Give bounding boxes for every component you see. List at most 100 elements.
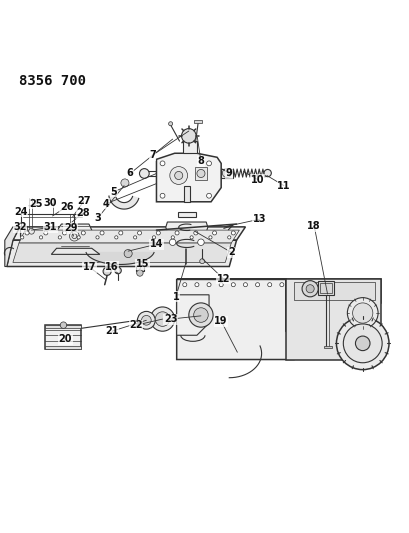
Text: 22: 22	[129, 320, 143, 330]
Polygon shape	[156, 147, 220, 202]
Circle shape	[160, 161, 164, 166]
Circle shape	[342, 324, 381, 363]
Bar	[136, 265, 143, 271]
Circle shape	[196, 169, 204, 177]
Circle shape	[206, 161, 211, 166]
Circle shape	[25, 231, 29, 235]
Text: 23: 23	[164, 314, 177, 324]
Circle shape	[155, 312, 169, 326]
Circle shape	[199, 259, 204, 264]
Polygon shape	[13, 243, 231, 262]
Text: 19: 19	[214, 316, 227, 326]
Bar	[178, 212, 195, 217]
Circle shape	[103, 268, 111, 276]
Circle shape	[193, 308, 208, 322]
Polygon shape	[19, 230, 239, 243]
Text: 8356 700: 8356 700	[19, 75, 86, 88]
Text: 6: 6	[126, 168, 133, 179]
Circle shape	[352, 303, 372, 323]
Polygon shape	[285, 279, 380, 360]
Bar	[45, 346, 81, 350]
Circle shape	[212, 231, 216, 235]
Circle shape	[336, 317, 388, 369]
Text: 29: 29	[64, 223, 77, 233]
Polygon shape	[51, 248, 100, 254]
Text: 25: 25	[29, 199, 43, 209]
Text: 5: 5	[110, 187, 117, 197]
Bar	[194, 167, 207, 180]
Text: 18: 18	[307, 221, 320, 231]
Bar	[324, 346, 331, 348]
Circle shape	[189, 303, 213, 327]
Circle shape	[58, 236, 61, 239]
Text: 12: 12	[216, 273, 229, 284]
Text: 8: 8	[197, 156, 204, 166]
Circle shape	[181, 128, 196, 143]
Circle shape	[96, 236, 99, 239]
Circle shape	[306, 285, 313, 293]
Circle shape	[152, 236, 155, 239]
Circle shape	[263, 169, 271, 177]
Circle shape	[156, 231, 160, 235]
Text: 7: 7	[149, 150, 155, 160]
Circle shape	[39, 236, 43, 239]
Circle shape	[168, 122, 172, 126]
Bar	[319, 282, 332, 293]
Circle shape	[197, 239, 204, 246]
Text: 26: 26	[60, 201, 73, 212]
Circle shape	[219, 282, 222, 287]
Text: 30: 30	[44, 198, 57, 208]
Circle shape	[171, 236, 174, 239]
Text: 32: 32	[13, 222, 27, 232]
Circle shape	[63, 231, 66, 235]
Polygon shape	[176, 279, 380, 303]
Circle shape	[169, 167, 187, 184]
Circle shape	[160, 193, 164, 198]
Polygon shape	[56, 224, 92, 252]
Polygon shape	[86, 253, 154, 264]
Circle shape	[141, 316, 151, 325]
Circle shape	[189, 236, 193, 239]
Circle shape	[150, 307, 174, 331]
Circle shape	[182, 282, 187, 287]
Circle shape	[133, 236, 137, 239]
Text: 16: 16	[105, 262, 119, 271]
Bar	[45, 325, 81, 328]
Polygon shape	[293, 282, 374, 300]
Circle shape	[222, 168, 231, 177]
Circle shape	[169, 239, 175, 246]
Text: 31: 31	[44, 222, 57, 232]
Text: 15: 15	[135, 260, 149, 270]
Circle shape	[81, 231, 85, 235]
Circle shape	[139, 168, 149, 179]
Circle shape	[115, 268, 121, 274]
Text: 13: 13	[252, 214, 266, 224]
Circle shape	[279, 282, 283, 287]
Circle shape	[267, 282, 271, 287]
Bar	[317, 281, 334, 295]
Polygon shape	[165, 222, 207, 232]
Circle shape	[77, 236, 80, 239]
Circle shape	[121, 179, 129, 187]
Polygon shape	[7, 240, 236, 266]
Circle shape	[231, 231, 235, 235]
Circle shape	[137, 311, 155, 329]
Text: 11: 11	[276, 181, 290, 191]
Polygon shape	[5, 227, 20, 266]
Circle shape	[20, 236, 24, 239]
Bar	[182, 141, 196, 154]
Bar	[183, 187, 190, 202]
Text: 4: 4	[102, 199, 109, 209]
Circle shape	[115, 236, 118, 239]
Circle shape	[119, 231, 123, 235]
Circle shape	[137, 231, 141, 235]
Circle shape	[100, 231, 104, 235]
Polygon shape	[176, 295, 209, 335]
Text: 9: 9	[225, 168, 232, 179]
Circle shape	[193, 231, 198, 235]
Circle shape	[208, 236, 211, 239]
Bar	[220, 168, 232, 177]
Circle shape	[60, 322, 67, 328]
Circle shape	[29, 229, 34, 234]
Text: 28: 28	[76, 208, 90, 218]
